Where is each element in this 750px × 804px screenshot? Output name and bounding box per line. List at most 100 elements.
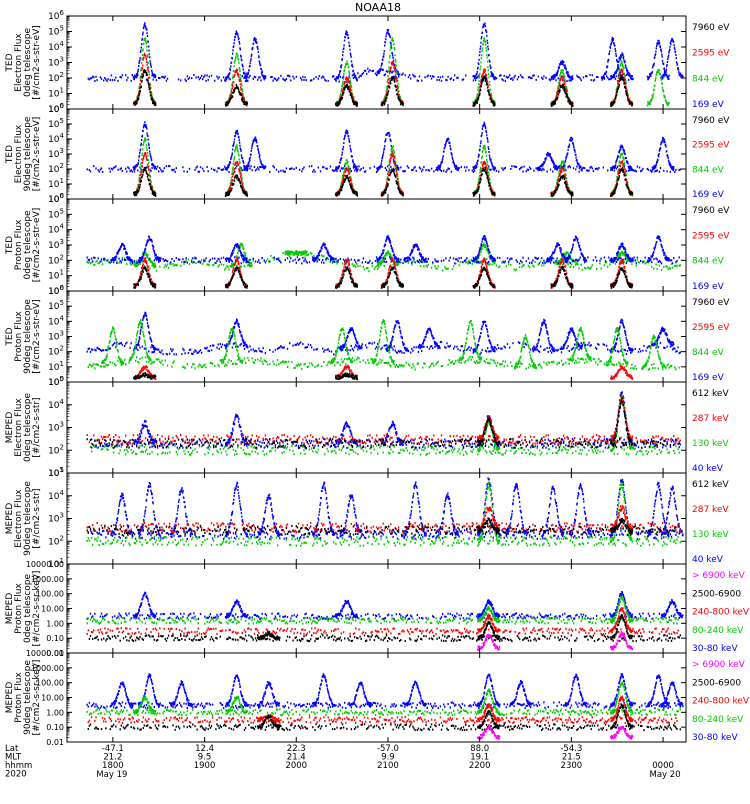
data-point	[341, 64, 342, 66]
data-point	[566, 69, 567, 71]
data-point	[225, 80, 226, 82]
data-point	[572, 194, 573, 196]
data-point	[620, 148, 621, 150]
data-point	[257, 48, 258, 50]
data-point	[223, 76, 224, 78]
data-point	[149, 88, 150, 90]
data-point	[348, 86, 349, 88]
data-point	[398, 169, 399, 171]
data-point	[232, 171, 233, 173]
data-point	[425, 169, 426, 171]
data-point	[480, 140, 481, 142]
data-point	[576, 166, 577, 168]
data-point	[575, 154, 576, 156]
data-point	[114, 79, 115, 81]
data-point	[259, 156, 260, 158]
data-point	[387, 183, 388, 185]
data-point	[389, 134, 390, 136]
data-point	[121, 77, 122, 79]
data-point	[490, 188, 491, 190]
data-point	[619, 160, 620, 162]
data-point	[572, 192, 573, 194]
data-point	[93, 165, 94, 167]
data-point	[226, 169, 227, 171]
data-point	[617, 183, 618, 185]
data-point	[240, 177, 241, 179]
data-point	[228, 166, 229, 168]
data-point	[673, 41, 674, 43]
data-point	[235, 135, 236, 137]
data-point	[233, 70, 234, 72]
data-point	[348, 135, 349, 137]
data-point	[146, 149, 147, 151]
data-point	[485, 79, 486, 81]
data-point	[348, 76, 349, 78]
data-point	[342, 148, 343, 150]
data-point	[558, 69, 559, 71]
data-point	[393, 155, 394, 157]
data-point	[385, 35, 386, 37]
data-point	[390, 66, 391, 68]
data-point	[672, 38, 673, 40]
data-point	[202, 168, 203, 170]
data-point	[240, 84, 241, 86]
y-tick-label: 105	[48, 25, 64, 38]
data-point	[661, 51, 662, 53]
data-point	[478, 63, 479, 65]
data-point	[489, 263, 490, 265]
data-point	[614, 192, 615, 194]
data-point	[443, 151, 444, 153]
data-point	[146, 46, 147, 48]
data-point	[234, 74, 235, 76]
data-point	[550, 169, 551, 171]
data-point	[240, 56, 241, 58]
data-point	[94, 264, 95, 266]
data-point	[260, 79, 261, 81]
data-point	[568, 98, 569, 100]
data-point	[235, 59, 236, 61]
data-point	[481, 173, 482, 175]
data-point	[233, 158, 234, 160]
data-point	[201, 75, 202, 77]
data-point	[520, 167, 521, 169]
data-point	[489, 155, 490, 157]
data-point	[394, 48, 395, 50]
data-point	[623, 56, 624, 58]
data-point	[485, 149, 486, 151]
data-point	[136, 194, 137, 196]
data-point	[536, 167, 537, 169]
data-point	[389, 164, 390, 166]
data-point	[659, 171, 660, 173]
data-point	[626, 181, 627, 183]
data-point	[311, 165, 312, 167]
data-point	[146, 72, 147, 74]
data-point	[386, 97, 387, 99]
data-point	[143, 144, 144, 146]
data-point	[398, 76, 399, 78]
data-point	[339, 191, 340, 193]
data-point	[134, 168, 135, 170]
data-point	[617, 64, 618, 66]
data-point	[110, 79, 111, 81]
data-point	[343, 44, 344, 46]
data-point	[234, 168, 235, 170]
data-point	[617, 90, 618, 92]
data-point	[152, 99, 153, 101]
data-point	[564, 76, 565, 78]
data-point	[486, 50, 487, 52]
data-point	[622, 160, 623, 162]
data-point	[194, 169, 195, 171]
data-point	[484, 167, 485, 169]
data-point	[434, 265, 435, 267]
data-point	[202, 263, 203, 265]
data-point	[666, 150, 667, 152]
data-point	[148, 46, 149, 48]
data-point	[592, 74, 593, 76]
data-point	[95, 76, 96, 78]
data-point	[583, 76, 584, 78]
data-point	[511, 77, 512, 79]
data-point	[492, 101, 493, 103]
data-point	[239, 80, 240, 82]
data-point	[140, 57, 141, 59]
data-point	[625, 179, 626, 181]
